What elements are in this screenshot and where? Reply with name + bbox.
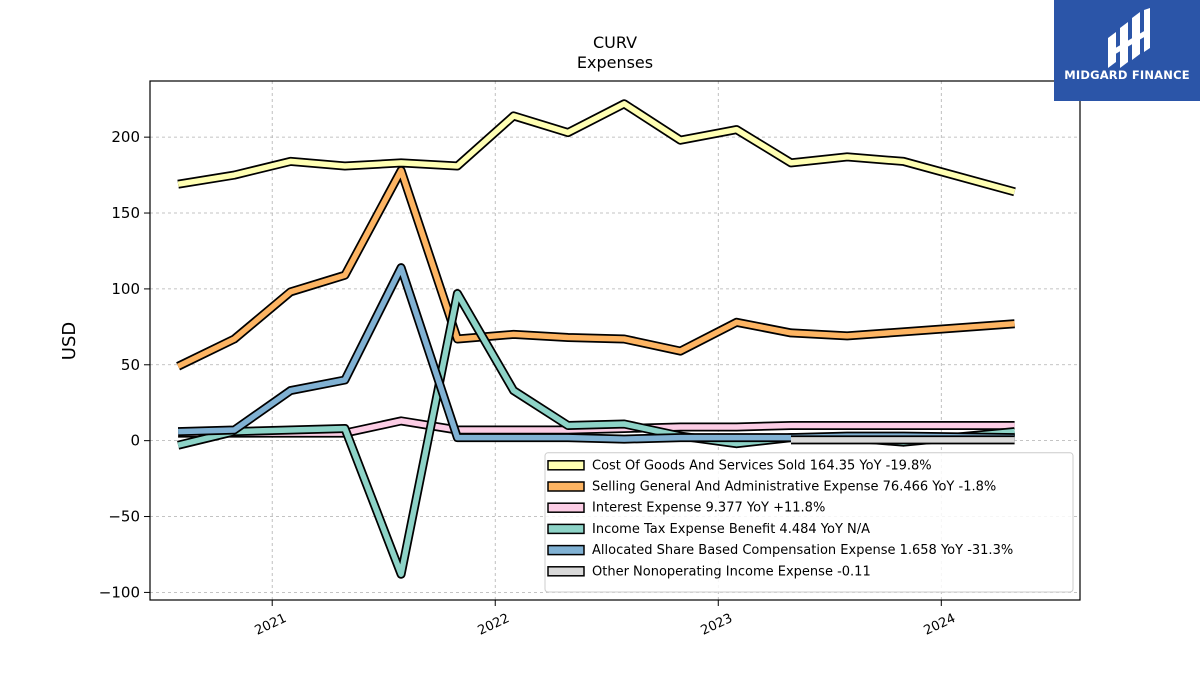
legend-swatch [547,481,585,492]
y-tick-label: 50 [121,356,140,374]
legend-item: Income Tax Expense Benefit 4.484 YoY N/A [547,522,870,537]
y-tick-label: 0 [130,432,140,450]
logo-mark-icon [1108,8,1150,68]
series-line [178,264,1015,442]
legend-label: Income Tax Expense Benefit 4.484 YoY N/A [592,522,870,537]
legend-label: Allocated Share Based Compensation Expen… [592,543,1013,558]
x-tick-label: 2024 [922,611,958,639]
legend-label: Interest Expense 9.377 YoY +11.8% [592,501,825,516]
y-axis-ticks: −100 −50 0 50 100 150 200 [99,128,150,601]
legend-swatch [547,460,585,471]
legend-swatch [547,544,585,556]
y-tick-label: 100 [111,280,140,298]
y-tick-label: −50 [108,508,140,526]
y-axis-label: USD [59,322,80,360]
y-tick-label: 150 [111,204,140,222]
series-0 [177,99,1016,197]
series-4 [177,263,1015,444]
legend-item: Other Nonoperating Income Expense -0.11 [547,564,871,579]
chart-title: CURV [593,33,637,52]
legend-label: Cost Of Goods And Services Sold 164.35 Y… [592,458,932,473]
series-line-outline [177,263,1015,444]
y-tick-label: 200 [111,128,140,146]
legend-swatch [547,502,585,513]
legend-label: Selling General And Administrative Expen… [592,480,996,495]
legend-label: Other Nonoperating Income Expense -0.11 [592,564,871,579]
legend-swatch [547,523,585,535]
brand-logo: MIDGARD FINANCE [1054,0,1200,101]
series-line [176,167,1015,369]
series-1 [176,166,1015,371]
legend: Cost Of Goods And Services Sold 164.35 Y… [544,452,1074,593]
x-axis-ticks: 2021 2022 2023 2024 [253,600,958,639]
legend-item: Cost Of Goods And Services Sold 164.35 Y… [547,458,932,473]
legend-item: Allocated Share Based Compensation Expen… [547,543,1013,558]
logo-text: MIDGARD FINANCE [1064,68,1190,82]
series-line [177,101,1016,195]
legend-item: Interest Expense 9.377 YoY +11.8% [547,501,825,516]
legend-box [544,452,1074,593]
x-tick-label: 2022 [476,611,512,639]
series-lines [176,99,1016,579]
legend-item: Selling General And Administrative Expen… [547,480,996,495]
chart-subtitle: Expenses [577,53,653,72]
y-tick-label: −100 [99,583,140,601]
legend-swatch [547,566,585,577]
plot-frame [149,80,1081,601]
x-tick-label: 2023 [699,611,735,639]
x-tick-label: 2021 [253,611,289,639]
